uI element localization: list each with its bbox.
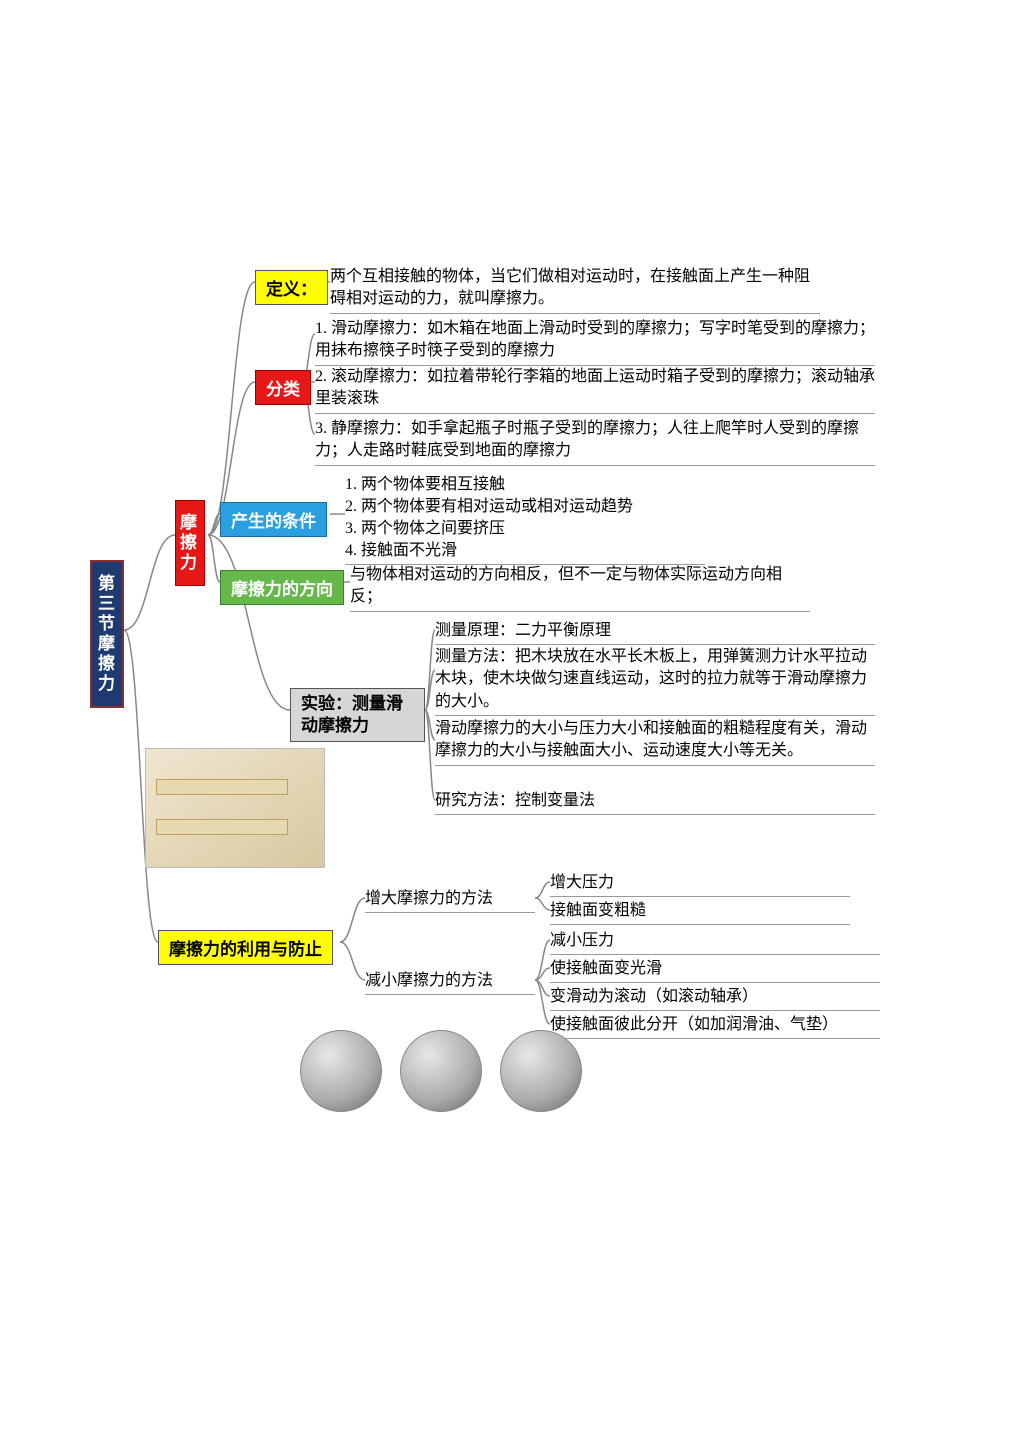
example-photo xyxy=(300,1030,382,1112)
category-node: 分类 xyxy=(255,370,311,405)
example-photo xyxy=(400,1030,482,1112)
condition-item: 3. 两个物体之间要挤压 xyxy=(345,518,705,542)
increase-label: 增大摩擦力的方法 xyxy=(365,888,535,913)
condition-item: 4. 接触面不光滑 xyxy=(345,540,705,565)
definition-text: 两个互相接触的物体，当它们做相对运动时，在接触面上产生一种阻碍相对运动的力，就叫… xyxy=(330,266,820,314)
decrease-label: 减小摩擦力的方法 xyxy=(365,970,535,995)
category-item: 2. 滚动摩擦力：如拉着带轮行李箱的地面上运动时箱子受到的摩擦力；滚动轴承里装滚… xyxy=(315,366,875,414)
direction-text: 与物体相对运动的方向相反，但不一定与物体实际运动方向相反； xyxy=(350,564,810,612)
root-node: 第三节摩擦力 xyxy=(90,560,124,708)
experiment-item: 研究方法：控制变量法 xyxy=(435,790,875,815)
experiment-item: 滑动摩擦力的大小与压力大小和接触面的粗糙程度有关，滑动摩擦力的大小与接触面大小、… xyxy=(435,718,875,766)
category-item: 3. 静摩擦力：如手拿起瓶子时瓶子受到的摩擦力；人往上爬竿时人受到的摩擦力；人走… xyxy=(315,418,875,466)
direction-node: 摩擦力的方向 xyxy=(220,570,344,605)
condition-node: 产生的条件 xyxy=(220,502,327,537)
experiment-illustration xyxy=(145,748,325,868)
decrease-item: 减小压力 xyxy=(550,930,880,955)
category-item: 1. 滑动摩擦力：如木箱在地面上滑动时受到的摩擦力；写字时笔受到的摩擦力；用抹布… xyxy=(315,318,875,366)
example-photo xyxy=(500,1030,582,1112)
experiment-node: 实验：测量滑动摩擦力 xyxy=(290,688,425,742)
condition-item: 1. 两个物体要相互接触 xyxy=(345,474,705,498)
condition-item: 2. 两个物体要有相对运动或相对运动趋势 xyxy=(345,496,705,520)
use-prevent-node: 摩擦力的利用与防止 xyxy=(158,930,333,965)
definition-node: 定义： xyxy=(255,270,328,305)
experiment-item: 测量方法：把木块放在水平长木板上，用弹簧测力计水平拉动木块，使木块做匀速直线运动… xyxy=(435,646,875,716)
decrease-item: 变滑动为滚动（如滚动轴承） xyxy=(550,986,880,1011)
increase-item: 增大压力 xyxy=(550,872,850,897)
decrease-item: 使接触面变光滑 xyxy=(550,958,880,983)
experiment-item: 测量原理：二力平衡原理 xyxy=(435,620,875,645)
decrease-item: 使接触面彼此分开（如加润滑油、气垫） xyxy=(550,1014,880,1039)
friction-node: 摩擦力 xyxy=(175,500,205,586)
increase-item: 接触面变粗糙 xyxy=(550,900,850,925)
